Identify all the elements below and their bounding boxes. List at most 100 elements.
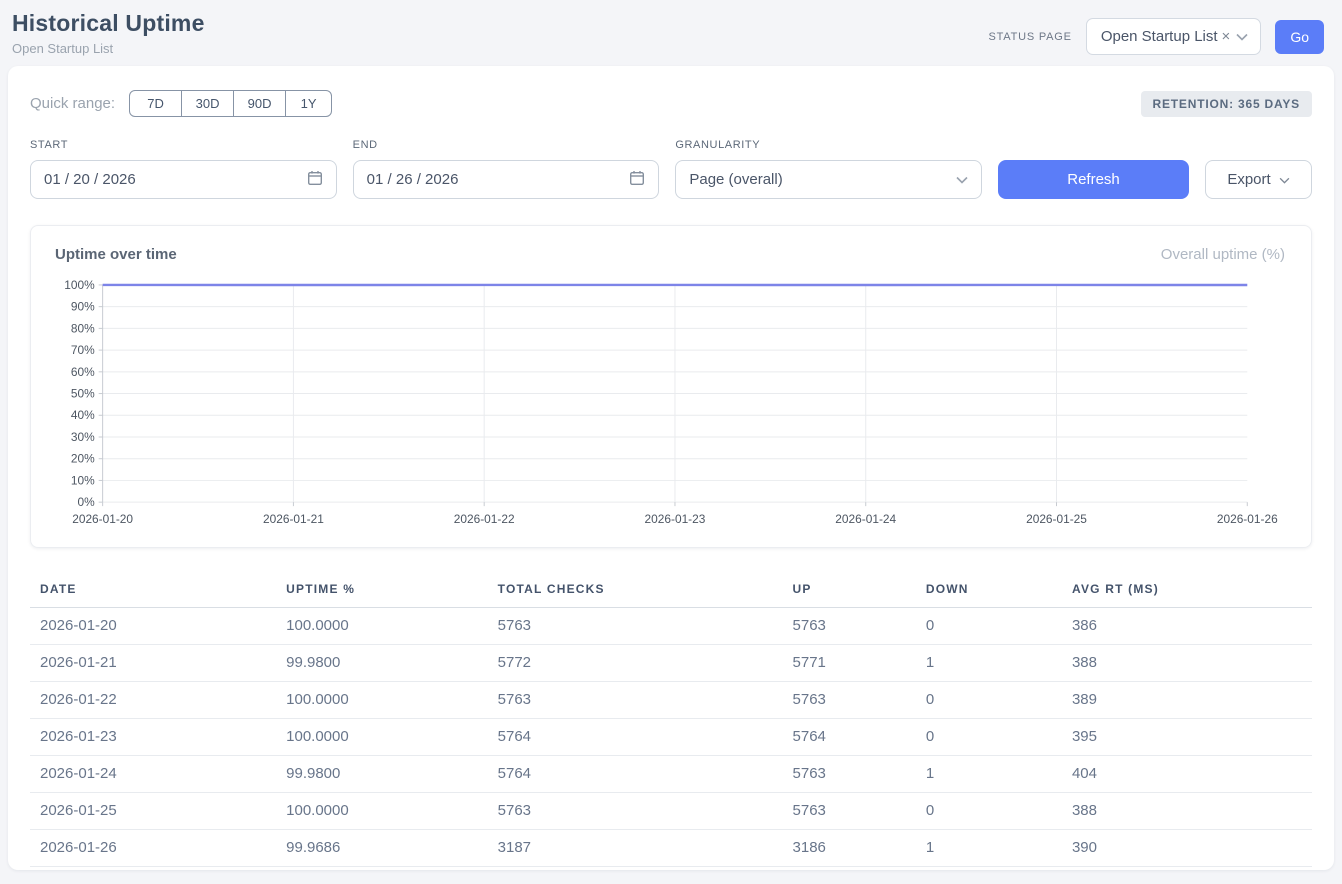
retention-badge: RETENTION: 365 DAYS <box>1140 90 1312 117</box>
start-label: START <box>30 139 69 151</box>
range-1y-button[interactable]: 1Y <box>285 90 333 117</box>
table-cell: 395 <box>1061 718 1312 756</box>
calendar-icon[interactable] <box>307 170 323 190</box>
table-cell: 99.9800 <box>276 755 488 793</box>
end-date-input[interactable]: 01 / 26 / 2026 <box>352 160 660 199</box>
chart-legend: Overall uptime (%) <box>1160 246 1285 263</box>
table-cell: 2026-01-24 <box>30 755 277 793</box>
table-cell: 5764 <box>782 718 916 756</box>
refresh-button[interactable]: Refresh <box>998 160 1190 199</box>
end-field-group: END 01 / 26 / 2026 <box>352 139 660 199</box>
table-cell: 2026-01-26 <box>30 829 277 867</box>
calendar-icon[interactable] <box>629 170 645 190</box>
svg-text:2026-01-26: 2026-01-26 <box>1217 512 1278 526</box>
table-cell: 389 <box>1061 681 1312 719</box>
svg-text:2026-01-22: 2026-01-22 <box>454 512 515 526</box>
quick-range-label: Quick range: <box>30 95 116 112</box>
table-header: DATE UPTIME % TOTAL CHECKS UP DOWN AVG RT (MS… <box>30 571 1312 608</box>
controls-row: START 01 / 20 / 2026 END 01 / 26 / 2026 … <box>30 139 1313 199</box>
table-cell: 99.9800 <box>276 644 488 682</box>
quick-range-group: Quick range: 7D 30D 90D 1Y <box>30 90 333 117</box>
table-cell: 2026-01-20 <box>30 607 277 645</box>
page-title: Historical Uptime <box>12 10 205 36</box>
column-header: UP <box>782 571 916 608</box>
table-row: 2026-01-24 99.9800 5764 5763 1 404 <box>30 755 1312 793</box>
table-cell: 388 <box>1061 644 1312 682</box>
start-date-input[interactable]: 01 / 20 / 2026 <box>30 160 337 199</box>
table-cell: 0 <box>915 607 1062 645</box>
status-page-select[interactable]: Open Startup List × <box>1085 18 1262 55</box>
clear-icon[interactable]: × <box>1221 28 1231 45</box>
table-cell: 100.0000 <box>276 792 488 830</box>
page-header: Historical Uptime Open Startup List STAT… <box>0 0 1342 66</box>
range-7d-button[interactable]: 7D <box>129 90 183 117</box>
svg-text:100%: 100% <box>64 278 95 292</box>
granularity-value: Page (overall) <box>689 171 783 188</box>
table-cell: 5763 <box>782 607 916 645</box>
range-30d-button[interactable]: 30D <box>181 90 235 117</box>
chevron-down-icon <box>1236 28 1248 45</box>
export-button-label: Export <box>1227 171 1271 188</box>
table-cell: 388 <box>1061 792 1312 830</box>
chart-title: Uptime over time <box>55 246 177 263</box>
table-row: 2026-01-22 100.0000 5763 5763 0 389 <box>30 681 1312 719</box>
table-cell: 100.0000 <box>276 681 488 719</box>
start-date-value: 01 / 20 / 2026 <box>44 171 136 188</box>
svg-text:2026-01-21: 2026-01-21 <box>263 512 324 526</box>
title-block: Historical Uptime Open Startup List <box>12 10 205 56</box>
chart-canvas: 0% 10% 20% 30% 40% 50% 60% 70% 80% 90% 100% 2026-01… <box>64 278 1278 526</box>
table-cell: 5763 <box>487 792 783 830</box>
status-page-value: Open Startup List <box>1100 28 1218 45</box>
table-row: 2026-01-20 100.0000 5763 5763 0 386 <box>30 607 1312 645</box>
table-cell: 2026-01-22 <box>30 681 277 719</box>
table-row: 2026-01-26 99.9686 3187 3186 1 390 <box>30 829 1312 867</box>
table-cell: 404 <box>1061 755 1312 793</box>
export-button[interactable]: Export <box>1205 160 1313 199</box>
svg-text:2026-01-23: 2026-01-23 <box>645 512 706 526</box>
table-cell: 100.0000 <box>276 718 488 756</box>
table-cell: 0 <box>915 681 1062 719</box>
table-cell: 5771 <box>782 644 916 682</box>
column-header: UPTIME % <box>276 571 488 608</box>
svg-text:2026-01-24: 2026-01-24 <box>835 512 896 526</box>
svg-text:50%: 50% <box>71 387 95 401</box>
range-90d-button[interactable]: 90D <box>233 90 287 117</box>
svg-text:40%: 40% <box>71 408 95 422</box>
status-page-label: STATUS PAGE <box>988 30 1072 43</box>
header-right: STATUS PAGE Open Startup List × Go <box>988 18 1324 55</box>
table-cell: 1 <box>915 755 1062 793</box>
svg-text:30%: 30% <box>71 430 95 444</box>
table-cell: 1 <box>915 829 1062 867</box>
table-cell: 2026-01-25 <box>30 792 277 830</box>
uptime-line-chart: 0% 10% 20% 30% 40% 50% 60% 70% 80% 90% 100% 2026-01… <box>55 277 1285 539</box>
table-cell: 1 <box>915 644 1062 682</box>
table-cell: 0 <box>915 718 1062 756</box>
table-cell: 5763 <box>782 755 916 793</box>
table-cell: 5763 <box>487 607 783 645</box>
svg-text:70%: 70% <box>71 343 95 357</box>
table-cell: 5763 <box>782 681 916 719</box>
table-row: 2026-01-25 100.0000 5763 5763 0 388 <box>30 792 1312 830</box>
table-cell: 0 <box>915 792 1062 830</box>
svg-text:20%: 20% <box>71 452 95 466</box>
table-cell: 3186 <box>782 829 916 867</box>
granularity-select[interactable]: Page (overall) <box>675 160 983 199</box>
go-button[interactable]: Go <box>1275 19 1324 54</box>
svg-text:0%: 0% <box>78 495 96 509</box>
quick-range-row: Quick range: 7D 30D 90D 1Y RETENTION: 36… <box>30 90 1312 117</box>
uptime-chart-card: Uptime over time Overall uptime (%) 0% 10… <box>30 225 1312 548</box>
main-card: Quick range: 7D 30D 90D 1Y RETENTION: 36… <box>8 66 1334 870</box>
start-field-group: START 01 / 20 / 2026 <box>30 139 337 199</box>
table-cell: 3187 <box>487 829 783 867</box>
svg-text:90%: 90% <box>71 300 95 314</box>
table-cell: 100.0000 <box>276 607 488 645</box>
chart-header: Uptime over time Overall uptime (%) <box>55 246 1285 263</box>
table-cell: 5763 <box>487 681 783 719</box>
table-cell: 5764 <box>487 718 783 756</box>
svg-text:80%: 80% <box>71 321 95 335</box>
svg-text:2026-01-25: 2026-01-25 <box>1026 512 1087 526</box>
granularity-field-group: GRANULARITY Page (overall) <box>675 139 983 199</box>
svg-text:10%: 10% <box>71 473 95 487</box>
table-row: 2026-01-23 100.0000 5764 5764 0 395 <box>30 718 1312 756</box>
end-date-value: 01 / 26 / 2026 <box>366 171 459 188</box>
